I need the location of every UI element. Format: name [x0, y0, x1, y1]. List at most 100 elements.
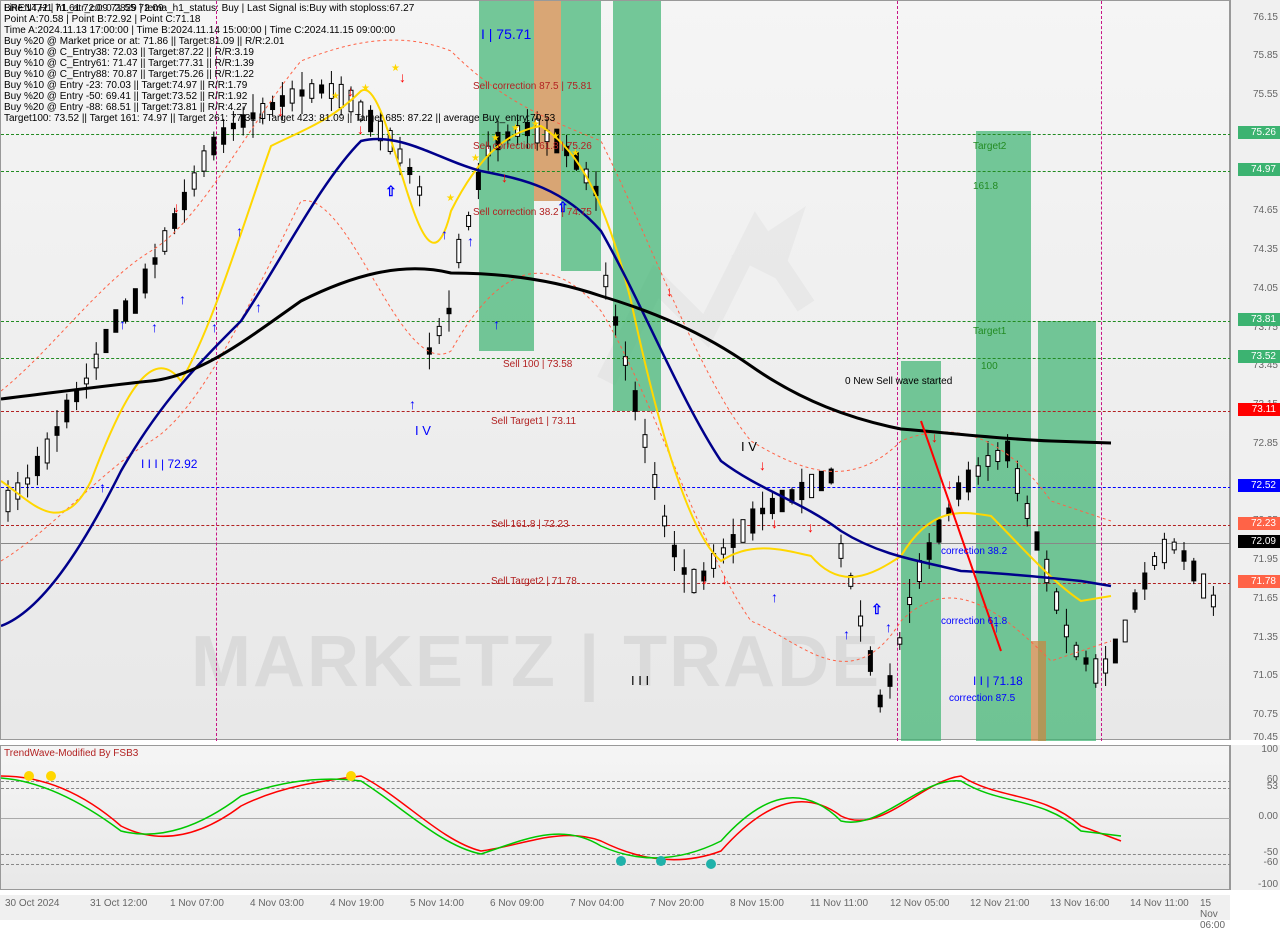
y-axis-label: 70.45	[1253, 732, 1278, 743]
x-axis-label: 4 Nov 03:00	[250, 898, 304, 909]
price-tag: 72.23	[1238, 517, 1280, 530]
price-tag: 72.09	[1238, 535, 1280, 548]
horizontal-level-line	[1, 487, 1231, 488]
arrow-up-icon: ↑	[843, 626, 850, 642]
indicator-dot-yellow	[24, 771, 34, 781]
chart-annotation: I I I | 72.92	[141, 457, 197, 471]
arrow-up-icon: ↑	[119, 316, 126, 332]
arrow-up-icon: ↑	[771, 589, 778, 605]
arrow-up-icon: ↑	[885, 619, 892, 635]
x-axis-label: 14 Nov 11:00	[1130, 898, 1189, 909]
chart-annotation: correction 38.2	[941, 546, 1007, 557]
y-axis-indicator: 10060530.00-50-60-100	[1230, 745, 1280, 890]
arrow-hollow-up-icon: ⇧	[871, 601, 883, 618]
zone-rect-green	[976, 131, 1031, 741]
chart-annotation: Target2	[973, 141, 1006, 152]
y-axis-indicator-label: 53	[1267, 781, 1278, 792]
y-axis-label: 75.55	[1253, 89, 1278, 100]
y-axis-label: 75.85	[1253, 50, 1278, 61]
x-axis-label: 11 Nov 11:00	[810, 898, 868, 909]
chart-annotation: 100	[981, 361, 998, 372]
chart-annotation: Sell 161.8 | 72.23	[491, 519, 569, 530]
indicator-dot-yellow	[346, 771, 356, 781]
arrow-up-icon: ↑	[236, 223, 243, 239]
arrow-down-icon: ↓	[931, 429, 938, 445]
y-axis-label: 71.05	[1253, 670, 1278, 681]
y-axis-label: 74.65	[1253, 205, 1278, 216]
chart-annotation: 161.8	[973, 181, 998, 192]
y-axis-indicator-label: 100	[1261, 744, 1278, 755]
chart-annotation: Sell correction 38.2 | 74.75	[473, 207, 592, 218]
y-axis-price: 76.1575.8575.5575.2574.9574.6574.3574.05…	[1230, 0, 1280, 740]
chart-annotation: I V	[741, 439, 757, 454]
indicator-dot-teal	[656, 856, 666, 866]
info-line: Buy %10 @ Entry -23: 70.03 || Target:74.…	[4, 80, 555, 91]
arrow-hollow-up-icon: ⇧	[385, 183, 397, 200]
y-axis-indicator-label: -100	[1258, 879, 1278, 890]
indicator-dot-teal	[706, 859, 716, 869]
indicator-title: TrendWave-Modified By FSB3	[4, 748, 138, 759]
svg-text:★: ★	[446, 193, 455, 204]
arrow-down-icon: ↓	[701, 571, 708, 587]
arrow-up-icon: ↑	[211, 319, 218, 335]
zone-rect-green	[613, 1, 661, 411]
x-axis-label: 7 Nov 20:00	[650, 898, 704, 909]
chart-annotation: Sell correction 61.8 | 75.26	[473, 141, 592, 152]
price-tag: 74.97	[1238, 163, 1280, 176]
arrow-down-icon: ↓	[807, 519, 814, 535]
horizontal-level-line	[1, 358, 1231, 359]
arrow-up-icon: ↑	[99, 479, 106, 495]
watermark-text: MARKETZ | TRADE	[191, 621, 881, 703]
arrow-down-icon: ↓	[173, 199, 180, 215]
y-axis-indicator-label: 0.00	[1259, 811, 1278, 822]
price-tag: 73.81	[1238, 313, 1280, 326]
x-axis-label: 12 Nov 21:00	[970, 898, 1030, 909]
info-line: Point A:70.58 | Point B:72.92 | Point C:…	[4, 14, 555, 25]
x-axis-time: 30 Oct 202431 Oct 12:001 Nov 07:004 Nov …	[0, 895, 1230, 920]
info-line: Buy %10 @ C_Entry38: 72.03 || Target:87.…	[4, 47, 555, 58]
info-line: Target100: 73.52 || Target 161: 74.97 ||…	[4, 113, 555, 124]
y-axis-label: 74.35	[1253, 244, 1278, 255]
arrow-up-icon: ↑	[255, 299, 262, 315]
chart-annotation: Sell 100 | 73.58	[503, 359, 572, 370]
arrow-up-icon: ↑	[409, 396, 416, 412]
horizontal-level-line	[1, 583, 1231, 584]
y-axis-label: 72.85	[1253, 438, 1278, 449]
x-axis-label: 1 Nov 07:00	[170, 898, 224, 909]
price-tag: 73.11	[1238, 403, 1280, 416]
info-line: Buy %20 @ Entry -88: 68.51 || Target:73.…	[4, 102, 555, 113]
chart-annotation: correction 61.8	[941, 616, 1007, 627]
price-tag: 72.52	[1238, 479, 1280, 492]
price-tag: 73.52	[1238, 350, 1280, 363]
y-axis-label: 71.95	[1253, 554, 1278, 565]
info-line: Buy %20 @ Market price or at: 71.86 || T…	[4, 36, 555, 47]
x-axis-label: 8 Nov 15:00	[730, 898, 784, 909]
y-axis-label: 71.35	[1253, 632, 1278, 643]
indicator-chart[interactable]: TrendWave-Modified By FSB3	[0, 745, 1230, 890]
info-line: Buy %10 @ C_Entry88: 70.87 || Target:75.…	[4, 69, 555, 80]
info-line: Buy %20 @ Entry -50: 69.41 || Target:73.…	[4, 91, 555, 102]
arrow-up-icon: ↑	[467, 233, 474, 249]
x-axis-label: 12 Nov 05:00	[890, 898, 950, 909]
vertical-time-line	[897, 1, 898, 741]
y-axis-label: 70.75	[1253, 709, 1278, 720]
horizontal-level-line	[1, 543, 1231, 544]
chart-annotation: I I | 71.18	[973, 674, 1023, 688]
zone-rect-green	[1066, 321, 1096, 741]
x-axis-label: 30 Oct 2024	[5, 898, 59, 909]
arrow-down-icon: ↓	[721, 571, 728, 587]
main-price-chart[interactable]: MARKETZ | TRADE ★★★★★★★★★★ ↑↑↑↑↓↑↑↑↓↓↓⇧↓…	[0, 0, 1230, 740]
y-axis-label: 74.05	[1253, 283, 1278, 294]
chart-annotation: Target1	[973, 326, 1006, 337]
x-axis-label: 13 Nov 16:00	[1050, 898, 1110, 909]
indicator-dot-teal	[616, 856, 626, 866]
chart-annotation: Sell Target1 | 73.11	[491, 416, 576, 427]
horizontal-level-line	[1, 411, 1231, 412]
x-axis-label: 6 Nov 09:00	[490, 898, 544, 909]
arrow-down-icon: ↓	[946, 476, 953, 492]
chart-annotation: correction 87.5	[949, 693, 1015, 704]
zone-rect-green	[561, 1, 601, 271]
arrow-up-icon: ↑	[441, 226, 448, 242]
x-axis-label: 15 Nov 06:00	[1200, 898, 1230, 931]
x-axis-label: 4 Nov 19:00	[330, 898, 384, 909]
